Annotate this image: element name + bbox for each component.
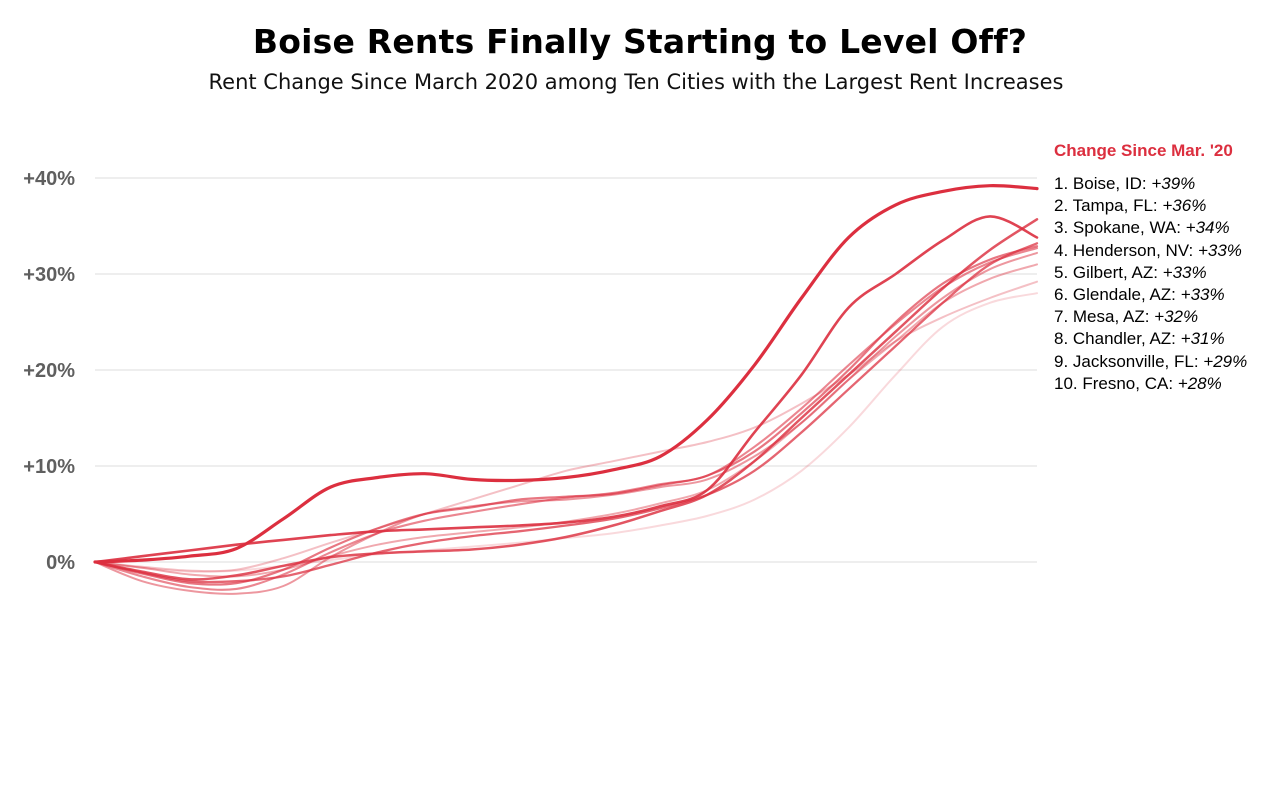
series-line-mesa-az — [94, 251, 1038, 595]
legend-item-tampa: 2. Tampa, FL: +36% — [1054, 195, 1247, 217]
y-tick-label: 0% — [46, 552, 75, 574]
gridlines — [95, 177, 1037, 563]
legend-item-boise: 1. Boise, ID: +39% — [1054, 173, 1247, 195]
legend-item-gilbert: 5. Gilbert, AZ: +33% — [1054, 262, 1247, 284]
legend-label: 2. Tampa, FL: — [1054, 196, 1163, 216]
legend-label: 5. Gilbert, AZ: — [1054, 262, 1163, 282]
legend-item-chandler: 8. Chandler, AZ: +31% — [1054, 328, 1247, 350]
legend-item-henderson: 4. Henderson, NV: +33% — [1054, 240, 1247, 262]
legend-item-glendale: 6. Glendale, AZ: +33% — [1054, 284, 1247, 306]
y-tick-label: +30% — [23, 264, 75, 286]
series-line-chandler-az — [94, 263, 1038, 578]
legend-label: 6. Glendale, AZ: — [1054, 285, 1181, 305]
series-line-spokane-wa — [93, 218, 1039, 581]
series-line-fresno-ca — [94, 292, 1038, 573]
legend-pct: +32% — [1154, 307, 1199, 327]
legend-pct: +36% — [1162, 196, 1207, 216]
y-axis-ticks: 0% +10% +20% +30% +40% — [23, 168, 75, 574]
legend-item-mesa: 7. Mesa, AZ: +32% — [1054, 306, 1247, 328]
legend-pct: +29% — [1203, 351, 1248, 371]
legend-label: 3. Spokane, WA: — [1054, 218, 1186, 238]
y-tick-label: +40% — [23, 168, 75, 190]
legend-pct: +28% — [1177, 373, 1222, 393]
series-line-boise-id — [93, 184, 1039, 564]
y-tick-label: +20% — [23, 360, 75, 382]
legend-pct: +39% — [1151, 174, 1196, 193]
chart-subtitle: Rent Change Since March 2020 among Ten C… — [208, 70, 1064, 94]
series-lines — [93, 184, 1039, 595]
legend-pct: +31% — [1180, 329, 1225, 349]
legend-label: 4. Henderson, NV: — [1054, 240, 1198, 260]
legend-title: Change Since Mar. '20 — [1054, 141, 1233, 160]
legend-label: 8. Chandler, AZ: — [1054, 329, 1181, 349]
legend-pct: +33% — [1162, 262, 1207, 282]
legend-label: 7. Mesa, AZ: — [1054, 307, 1155, 327]
legend-label: 10. Fresno, CA: — [1054, 373, 1178, 393]
series-line-gilbert-az — [93, 245, 1039, 586]
legend-items: 1. Boise, ID: +39% 2. Tampa, FL: +36% 3.… — [1054, 173, 1247, 395]
legend-pct: +34% — [1185, 218, 1230, 238]
y-tick-label: +10% — [23, 456, 75, 478]
series-line-jacksonville-fl — [94, 280, 1038, 573]
legend-label: 9. Jacksonville, FL: — [1054, 351, 1204, 371]
chart-title: Boise Rents Finally Starting to Level Of… — [252, 22, 1028, 61]
legend: Change Since Mar. '20 1. Boise, ID: +39%… — [1054, 141, 1247, 395]
series-line-tampa-fl — [93, 215, 1039, 564]
legend-pct: +33% — [1180, 285, 1225, 305]
legend-item-spokane: 3. Spokane, WA: +34% — [1054, 217, 1247, 239]
series-line-henderson-nv — [93, 242, 1039, 584]
legend-label: 1. Boise, ID: — [1054, 174, 1152, 193]
legend-pct: +33% — [1197, 240, 1242, 260]
legend-item-fresno: 10. Fresno, CA: +28% — [1054, 373, 1247, 395]
legend-item-jacksonville: 9. Jacksonville, FL: +29% — [1054, 351, 1247, 373]
